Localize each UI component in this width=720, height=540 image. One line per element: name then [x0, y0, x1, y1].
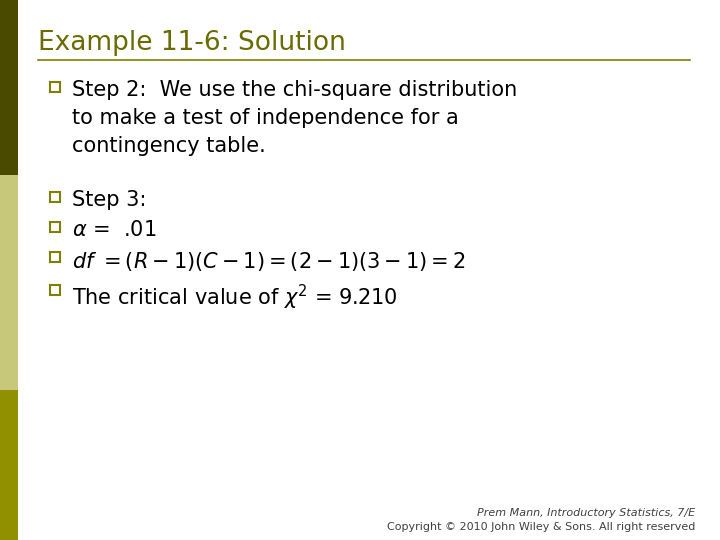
Bar — [0, 175, 18, 390]
Bar — [0, 0, 18, 175]
Bar — [0, 390, 18, 540]
Text: $\alpha$ =  .01: $\alpha$ = .01 — [72, 220, 156, 240]
Text: The critical value of $\chi^2$ = 9.210: The critical value of $\chi^2$ = 9.210 — [72, 283, 397, 312]
Bar — [50, 285, 60, 295]
Bar — [50, 192, 60, 202]
Bar — [50, 222, 60, 232]
Text: Step 2:  We use the chi-square distribution: Step 2: We use the chi-square distributi… — [72, 80, 517, 100]
Bar — [50, 252, 60, 262]
Text: to make a test of independence for a: to make a test of independence for a — [72, 108, 459, 128]
Text: Step 3:: Step 3: — [72, 190, 146, 210]
Text: Example 11-6: Solution: Example 11-6: Solution — [38, 30, 346, 56]
Text: Copyright © 2010 John Wiley & Sons. All right reserved: Copyright © 2010 John Wiley & Sons. All … — [387, 522, 695, 532]
Text: Prem Mann, Introductory Statistics, 7/E: Prem Mann, Introductory Statistics, 7/E — [477, 508, 695, 518]
Bar — [50, 82, 60, 92]
Text: contingency table.: contingency table. — [72, 136, 266, 156]
Text: $\mathit{df}$ $= (R - 1)(C - 1) = (2 - 1)(3 - 1) = 2$: $\mathit{df}$ $= (R - 1)(C - 1) = (2 - 1… — [72, 250, 466, 273]
